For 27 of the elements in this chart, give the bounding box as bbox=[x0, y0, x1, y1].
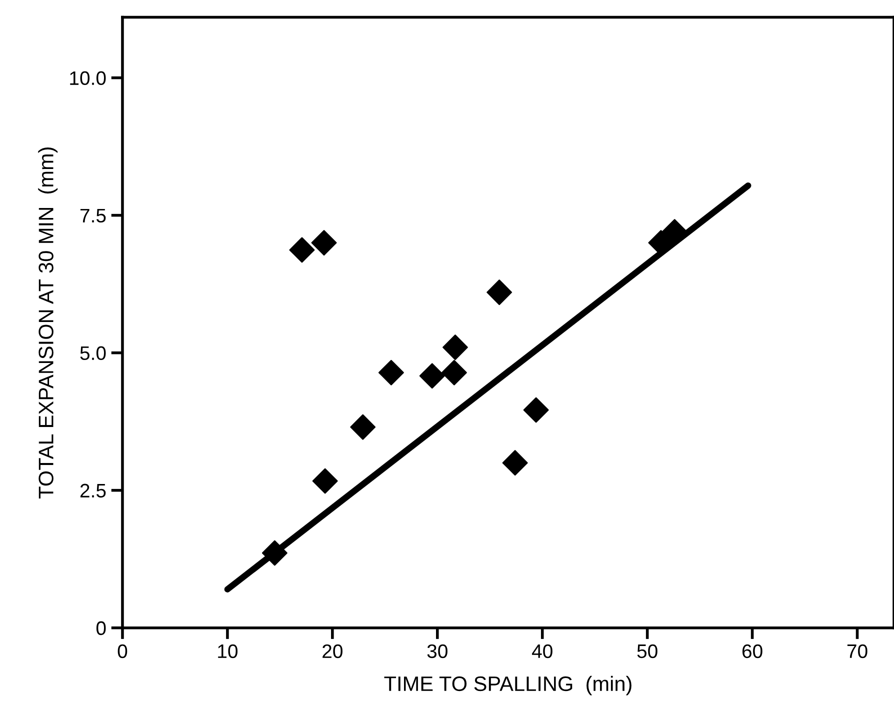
point bbox=[311, 230, 337, 256]
x-tick-label: 60 bbox=[742, 644, 762, 658]
y-tick-label: 5.0 bbox=[80, 346, 106, 360]
point bbox=[441, 360, 467, 386]
x-axis-title: TIME TO SPALLING (min) bbox=[384, 676, 632, 696]
y-axis-title: TOTAL EXPANSION AT 30 MIN (mm) bbox=[38, 147, 58, 498]
point bbox=[486, 280, 512, 306]
y-tick-label: 2.5 bbox=[80, 484, 106, 498]
x-tick-label: 10 bbox=[218, 644, 238, 658]
point bbox=[502, 450, 528, 476]
point bbox=[419, 363, 445, 389]
x-tick-label: 70 bbox=[847, 644, 868, 658]
x-tick-label: 50 bbox=[637, 644, 658, 658]
x-tick-label: 30 bbox=[427, 644, 448, 658]
x-tick-label: 40 bbox=[532, 644, 552, 658]
point bbox=[312, 468, 338, 494]
x-tick-label: 0 bbox=[118, 644, 128, 658]
y-tick-label: 0 bbox=[96, 621, 106, 636]
y-tick-label: 7.5 bbox=[80, 208, 106, 223]
y-tick-label: 10.0 bbox=[70, 71, 106, 86]
point bbox=[262, 540, 288, 566]
point bbox=[378, 360, 404, 386]
point bbox=[442, 334, 468, 360]
point bbox=[350, 414, 376, 440]
x-tick-label: 20 bbox=[322, 644, 342, 658]
point bbox=[523, 397, 549, 423]
point bbox=[289, 237, 315, 263]
